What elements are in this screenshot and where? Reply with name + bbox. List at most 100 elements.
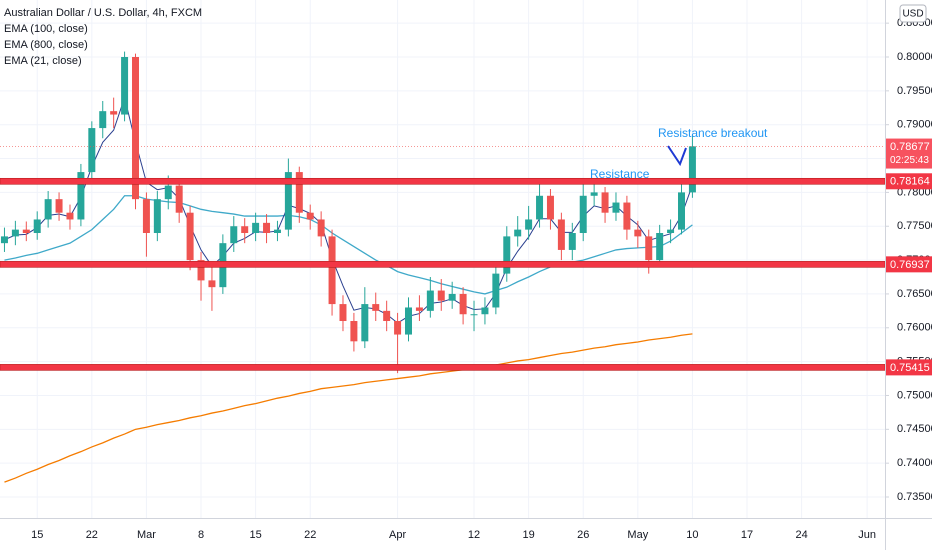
x-tick-label: 17 bbox=[741, 529, 753, 541]
last-price-label: 0.78677 bbox=[890, 141, 930, 153]
ema-line bbox=[4, 95, 693, 324]
candle-body bbox=[33, 219, 41, 234]
level-tag bbox=[886, 256, 932, 273]
plot-area bbox=[0, 51, 885, 483]
chart-title: Australian Dollar / U.S. Dollar, 4h, FXC… bbox=[4, 7, 202, 19]
candle-body bbox=[186, 212, 194, 261]
legend-entry: EMA (100, close) bbox=[4, 23, 88, 35]
candle-body bbox=[273, 229, 281, 234]
candle-body bbox=[503, 236, 511, 274]
candle-body bbox=[546, 195, 554, 220]
legend-entry: EMA (21, close) bbox=[4, 55, 82, 67]
x-tick-label: 19 bbox=[522, 529, 534, 541]
candle-body bbox=[350, 321, 358, 342]
candle-body bbox=[197, 260, 205, 281]
last-price-tag bbox=[886, 138, 932, 169]
currency[interactable]: USD bbox=[902, 9, 923, 20]
legend-entry: EMA (800, close) bbox=[4, 39, 88, 51]
candle-body bbox=[448, 293, 456, 301]
candle-body bbox=[361, 304, 369, 342]
level-label: 0.75415 bbox=[890, 362, 930, 374]
candle-body bbox=[339, 304, 347, 322]
level-label: 0.76937 bbox=[890, 259, 930, 271]
candle-body bbox=[678, 192, 685, 230]
candle-body bbox=[230, 226, 238, 244]
candle-body bbox=[623, 202, 631, 230]
candle-body bbox=[44, 199, 52, 220]
x-tick-label: 15 bbox=[249, 529, 261, 541]
candle-body bbox=[164, 185, 172, 200]
candle-body bbox=[317, 219, 325, 237]
candle-body bbox=[426, 290, 434, 311]
candle-body bbox=[470, 314, 478, 316]
candle-body bbox=[656, 233, 664, 261]
ema-line bbox=[4, 333, 693, 483]
candle-body bbox=[415, 307, 423, 311]
candle-body bbox=[601, 192, 609, 213]
candle-body bbox=[11, 229, 19, 237]
candle-body bbox=[536, 195, 544, 220]
candle-body bbox=[579, 195, 587, 234]
candle-body bbox=[110, 111, 118, 115]
x-tick-label: 22 bbox=[86, 529, 98, 541]
candle-body bbox=[153, 199, 161, 234]
candle-body bbox=[459, 293, 467, 315]
countdown: 02:25:43 bbox=[890, 155, 929, 166]
x-tick-label: Apr bbox=[389, 529, 406, 541]
annotation: Resistance bbox=[590, 167, 650, 181]
x-tick-label: 8 bbox=[198, 529, 204, 541]
candle-body bbox=[77, 172, 85, 220]
candle-body bbox=[612, 202, 620, 213]
candle-body bbox=[667, 229, 675, 234]
level-line bbox=[0, 364, 885, 371]
candle-body bbox=[142, 199, 150, 234]
candle-body bbox=[405, 307, 412, 335]
candle-body bbox=[525, 219, 533, 230]
candle-body bbox=[208, 280, 216, 288]
x-tick-label: 12 bbox=[468, 529, 480, 541]
candle-body bbox=[55, 199, 63, 213]
candle-body bbox=[688, 146, 696, 193]
grid bbox=[0, 0, 885, 518]
candle-body bbox=[557, 219, 565, 250]
x-tick-label: 15 bbox=[31, 529, 43, 541]
candle-body bbox=[175, 185, 183, 213]
level-line bbox=[0, 261, 885, 268]
candle-body bbox=[295, 172, 303, 213]
candle-body bbox=[568, 233, 576, 250]
candle-body bbox=[437, 290, 445, 301]
candle-body bbox=[66, 212, 74, 220]
x-tick-label: May bbox=[627, 529, 648, 541]
level-line bbox=[0, 177, 885, 185]
x-tick-label: Jun bbox=[858, 529, 876, 541]
x-tick-label: 24 bbox=[795, 529, 807, 541]
level-label: 0.78164 bbox=[890, 176, 930, 188]
x-tick-label: 26 bbox=[577, 529, 589, 541]
x-tick-label: 22 bbox=[304, 529, 316, 541]
candle-body bbox=[132, 56, 139, 200]
candle-body bbox=[252, 222, 260, 234]
candle-body bbox=[514, 229, 522, 237]
candle-body bbox=[88, 128, 96, 173]
candle-body bbox=[22, 229, 30, 234]
currency-box[interactable] bbox=[899, 4, 927, 23]
level-tag bbox=[886, 173, 932, 190]
candle-body bbox=[634, 229, 642, 237]
candle-body bbox=[481, 307, 489, 315]
candle-body bbox=[0, 236, 8, 244]
level-tag bbox=[886, 359, 932, 376]
candle-body bbox=[394, 321, 402, 335]
candle-body bbox=[121, 56, 129, 115]
